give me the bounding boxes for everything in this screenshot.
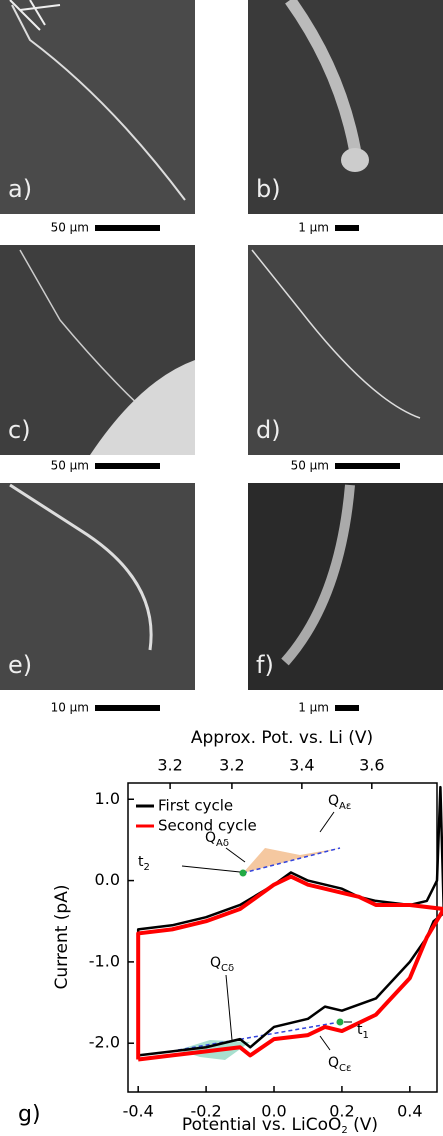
annotation-sub: Aε [339,801,351,812]
annotation-text: Q [328,793,339,809]
annotation-sub: 1 [363,1030,369,1041]
scale-bar [95,705,160,711]
x2-axis-label: Approx. Pot. vs. Li (V) [191,728,373,748]
fiber [281,484,355,666]
scale-label: 50 µm [51,459,89,473]
panel-label: g) [18,1102,41,1127]
annotation: QAδ [205,830,229,849]
annotation-text: Q [205,830,216,846]
y-tick-label: -2.0 [89,1033,120,1052]
tip [341,148,369,172]
arrow [181,865,241,873]
legend-label: Second cycle [158,817,257,835]
annotation: QCδ [210,955,234,974]
panel-label: a) [8,175,32,203]
point-marker [239,869,247,877]
series-line [136,874,443,1062]
scale-label: 1 µm [298,221,329,235]
legend-label: First cycle [158,797,233,815]
scale-bar [95,463,160,469]
x-tick-label: 0.0 [261,1102,286,1121]
scale-label: 50 µm [51,221,89,235]
arrow [319,811,335,833]
x-tick-label: -0.2 [190,1102,221,1121]
panel-label: b) [256,175,281,203]
x-label-sub: 2 [341,1125,347,1136]
panel-label: c) [8,416,31,444]
annotation-text: t [357,1022,363,1038]
annotation: QAε [328,793,351,812]
annotation-text: Q [328,1055,339,1071]
annotation-sub: Cδ [221,963,234,974]
sem-image [248,245,443,455]
plot-frame [127,782,438,1093]
x-tick-label: 0.4 [397,1102,422,1121]
arrow [319,1035,331,1051]
fiber [11,4,186,201]
panel-label: d) [256,416,281,444]
scale-bar [335,225,359,231]
baseline [242,847,341,874]
fiber [251,249,421,419]
panel-label: f) [256,651,274,679]
annotation-sub: Cε [339,1063,351,1074]
y-tick-label: 1.0 [95,789,120,808]
x-tick-label: 0.2 [329,1102,354,1121]
annotation-sub: 2 [144,862,150,873]
scale-bar [95,225,160,231]
substrate [90,360,195,455]
sem-images [0,0,443,690]
x2-tick-label: 3.2 [219,756,244,775]
x-label-tail: (V) [348,1115,378,1135]
x-label-text: Potential vs. LiCoO [182,1115,341,1135]
x2-tick-label: 3.2 [157,756,182,775]
scale-bar [335,705,359,711]
scale-label: 10 µm [51,701,89,715]
x-tick-label: -0.4 [123,1102,154,1121]
fiber [9,483,153,651]
arrow [225,847,246,863]
scale-bar [335,463,400,469]
x2-tick-label: 3.6 [359,756,384,775]
sem-image [0,483,195,690]
y-axis-label: Current (pA) [52,885,72,990]
fiber [285,0,361,152]
point-marker [336,1018,344,1026]
annotation-text: Q [210,955,221,971]
annotation: QCε [328,1055,351,1074]
x2-tick-label: 3.4 [289,756,314,775]
annotation: t2 [138,854,150,873]
sem-image [0,0,195,214]
x-axis-label: Potential vs. LiCoO2 (V) [182,1115,378,1136]
annotation: t1 [357,1022,369,1041]
y-tick-label: -1.0 [89,951,120,970]
fiber [9,0,61,31]
annotation-sub: Aδ [216,838,229,849]
scale-label: 50 µm [291,459,329,473]
annotation-text: t [138,854,144,870]
arrow [225,974,233,1041]
y-tick-label: 0.0 [95,870,120,889]
scale-label: 1 µm [298,701,329,715]
baseline [177,1021,341,1051]
panel-label: e) [8,651,32,679]
